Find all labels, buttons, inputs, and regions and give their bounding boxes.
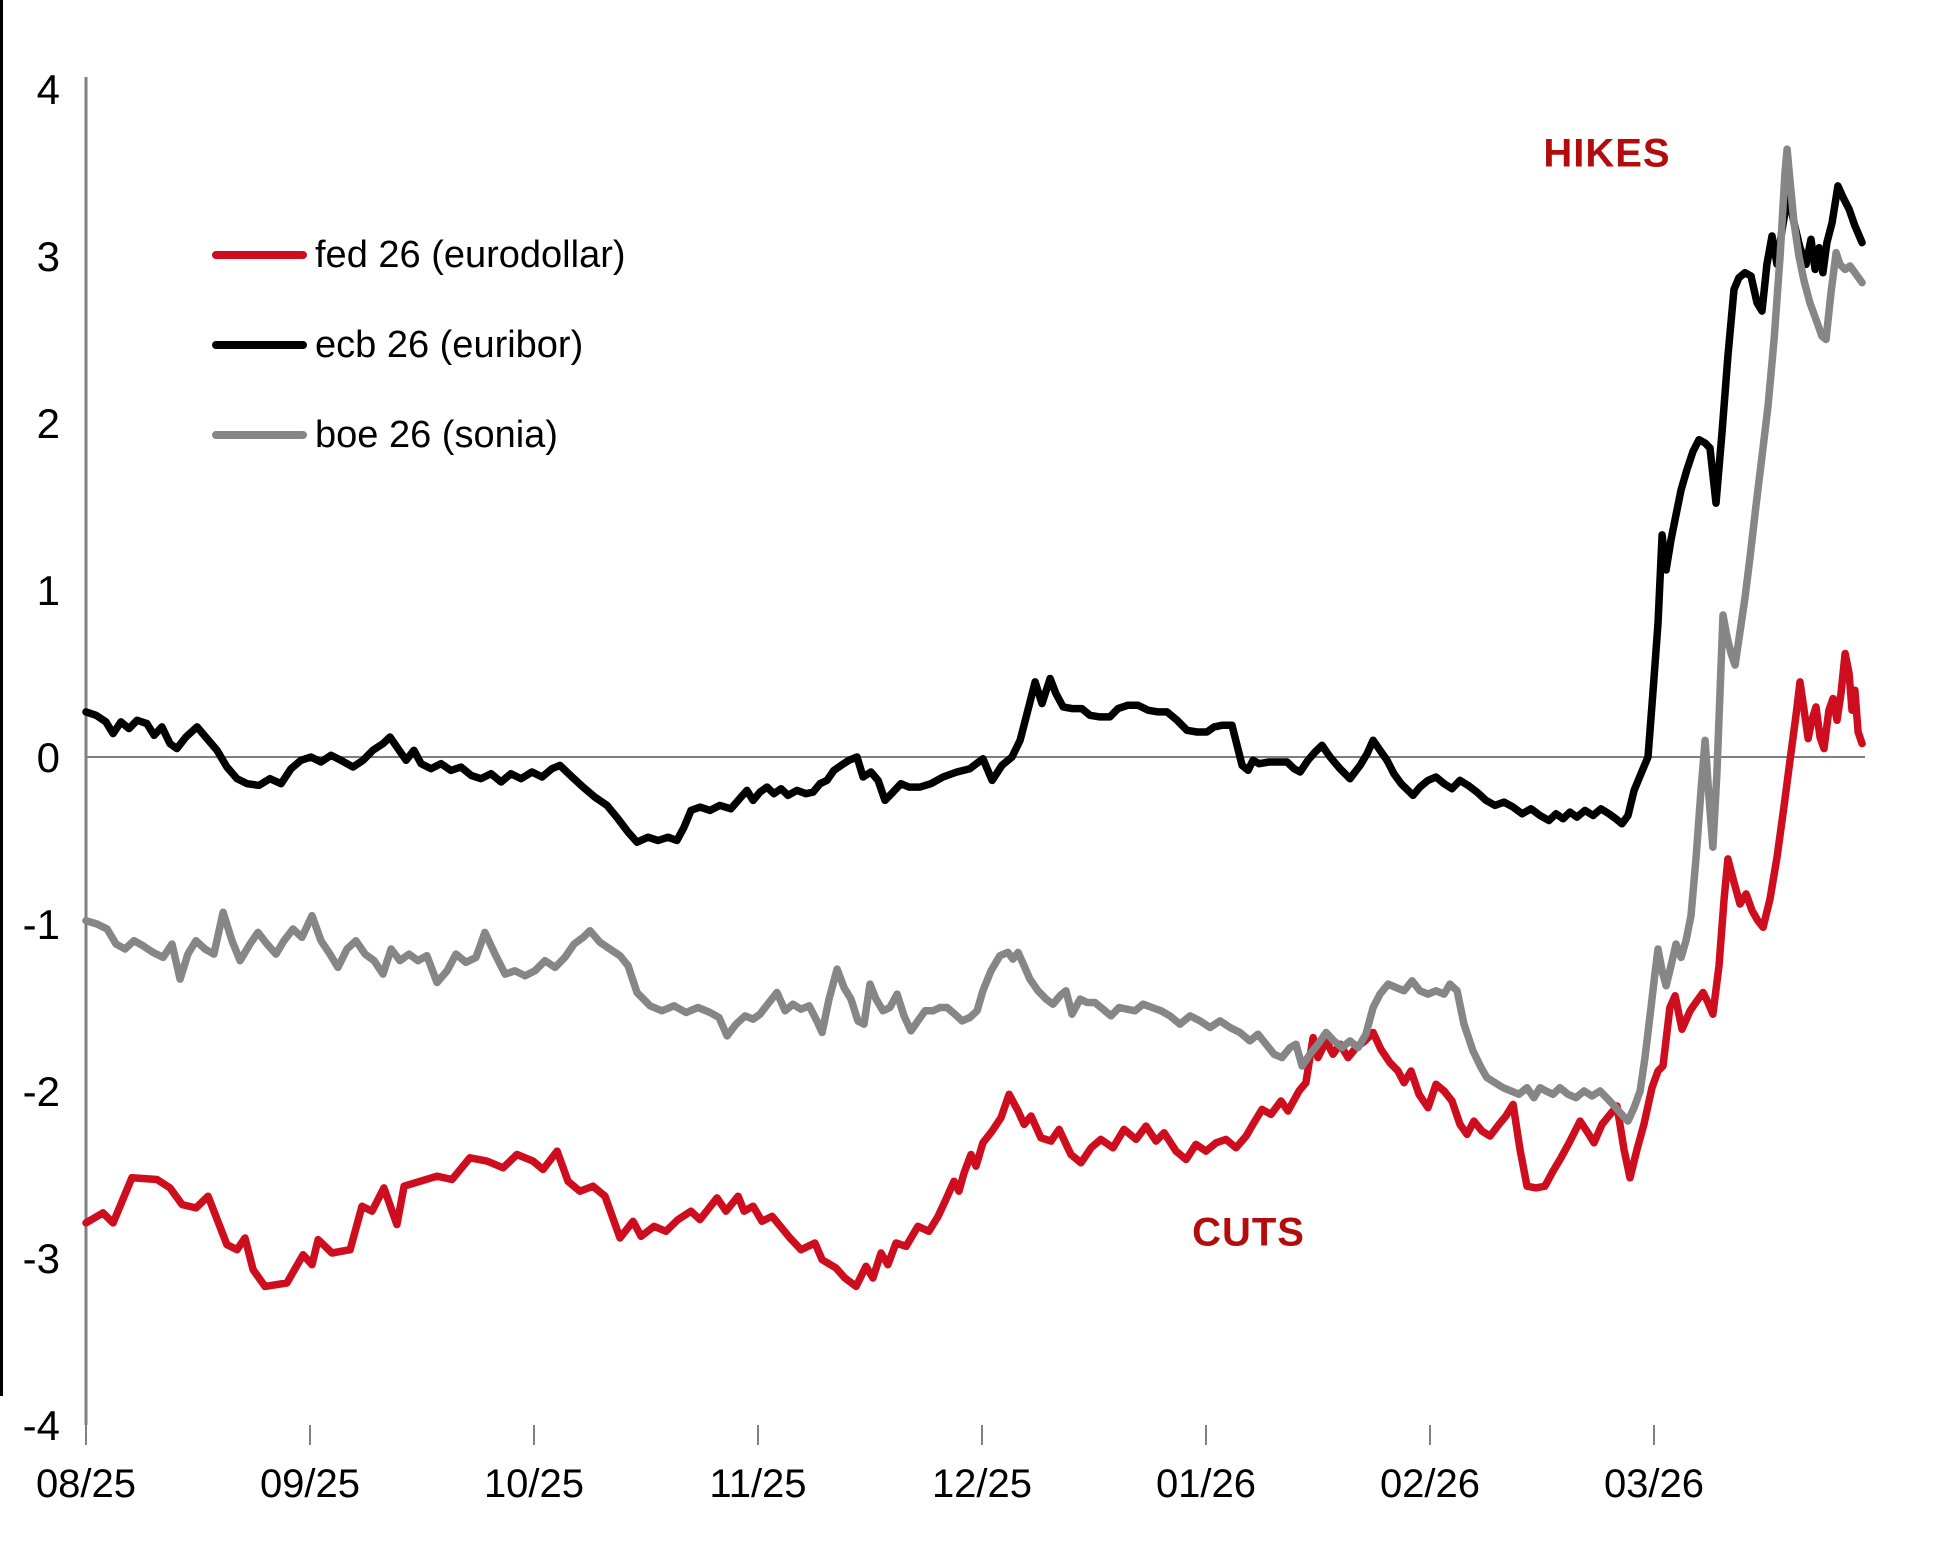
- ecb-line-swatch: [212, 341, 307, 349]
- legend-item-fed: fed 26 (eurodollar): [212, 232, 626, 278]
- y-tick-label: -4: [23, 1402, 60, 1449]
- hikes-annotation: HIKES: [1543, 131, 1671, 176]
- x-tick-label: 11/25: [709, 1462, 806, 1506]
- x-tick-label: 02/26: [1380, 1462, 1480, 1506]
- y-tick-label: 4: [37, 66, 60, 113]
- series-fed: [82, 649, 1866, 1291]
- legend-label-fed: fed 26 (eurodollar): [315, 233, 626, 276]
- legend-label-ecb: ecb 26 (euribor): [315, 323, 584, 366]
- x-tick-label: 01/26: [1156, 1462, 1256, 1506]
- legend-item-boe: boe 26 (sonia): [212, 412, 626, 458]
- left-border-line: [0, 0, 3, 1396]
- y-tick-label: 2: [37, 400, 60, 447]
- series-ecb: [82, 182, 1866, 846]
- x-tick-label: 09/25: [260, 1462, 360, 1506]
- legend-label-boe: boe 26 (sonia): [315, 413, 558, 456]
- fed-line-swatch: [212, 251, 307, 259]
- y-tick-label: 0: [37, 734, 60, 781]
- x-tick-label: 08/25: [36, 1462, 136, 1506]
- x-tick-label: 12/25: [932, 1462, 1032, 1506]
- y-tick-label: 3: [37, 233, 60, 280]
- legend-item-ecb: ecb 26 (euribor): [212, 322, 626, 368]
- series-boe: [82, 145, 1866, 1125]
- x-tick-label: 03/26: [1604, 1462, 1704, 1506]
- x-tick-label: 10/25: [484, 1462, 584, 1506]
- y-tick-label: 1: [37, 567, 60, 614]
- y-tick-label: -3: [23, 1235, 60, 1282]
- y-tick-label: -1: [23, 901, 60, 948]
- legend: fed 26 (eurodollar) ecb 26 (euribor) boe…: [212, 232, 626, 502]
- cuts-annotation: CUTS: [1192, 1210, 1305, 1255]
- y-tick-label: -2: [23, 1068, 60, 1115]
- boe-line-swatch: [212, 431, 307, 439]
